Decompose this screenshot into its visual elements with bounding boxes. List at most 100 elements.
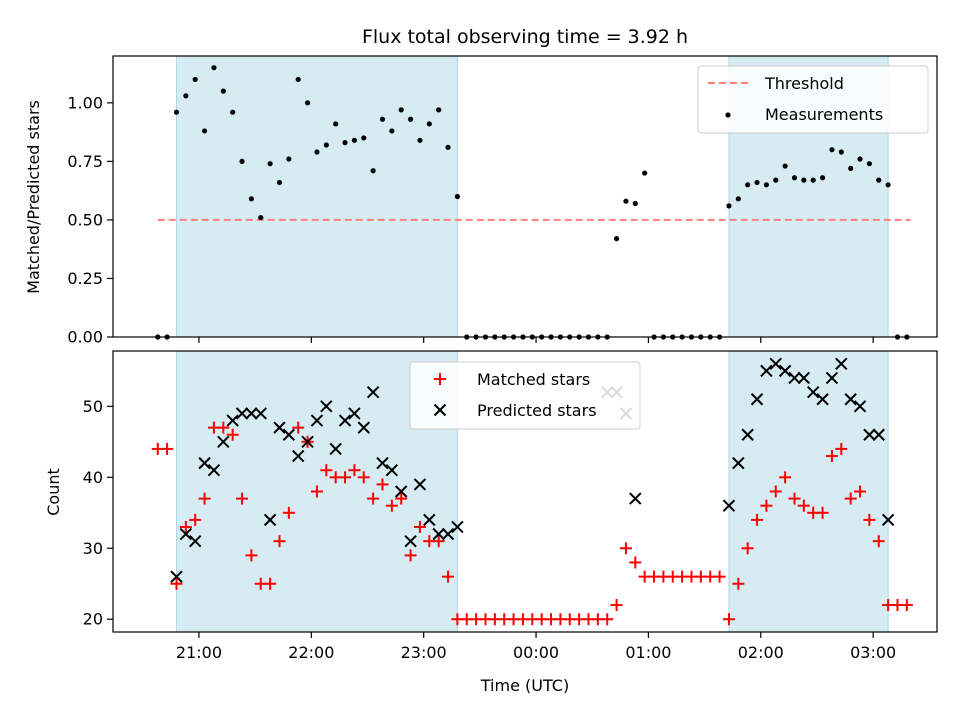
- measurement-point: [239, 158, 245, 164]
- predicted-star-point: [179, 527, 193, 541]
- legend-matched-label: Matched stars: [477, 370, 590, 389]
- measurement-point: [745, 182, 751, 188]
- predicted-star-point: [844, 393, 857, 406]
- predicted-star-point: [207, 464, 221, 477]
- measurement-point: [183, 93, 189, 99]
- predicted-star-point: [235, 407, 249, 420]
- matched-star-point: [264, 577, 277, 590]
- matched-stars-points: [151, 421, 913, 626]
- measurement-point: [436, 107, 442, 113]
- measurement-point: [613, 236, 620, 242]
- predicted-star-point: [273, 421, 286, 434]
- measurement-point: [829, 147, 835, 153]
- predicted-star-point: [198, 456, 211, 470]
- predicted-star-point: [376, 456, 389, 470]
- matched-star-point: [741, 542, 754, 555]
- measurement-point: [379, 116, 386, 122]
- predicted-star-point: [170, 570, 183, 583]
- measurement-point: [819, 175, 826, 181]
- legend-threshold-label: Threshold: [764, 74, 844, 93]
- measurement-point: [632, 200, 638, 207]
- predicted-star-point: [741, 428, 754, 441]
- predicted-star-point: [366, 385, 380, 399]
- x-tick-label: 00:00: [513, 643, 559, 662]
- legend-predicted-label: Predicted stars: [477, 401, 597, 420]
- predicted-star-point: [217, 435, 230, 449]
- matched-star-point: [629, 556, 642, 569]
- predicted-star-point: [254, 407, 267, 420]
- x-tick-label: 03:00: [850, 643, 896, 662]
- measurement-point: [398, 107, 404, 113]
- y-tick-label: 50: [83, 397, 103, 416]
- measurement-point: [342, 140, 348, 146]
- measurement-point: [754, 179, 760, 186]
- predicted-star-point: [385, 464, 399, 477]
- measurement-point: [763, 182, 769, 188]
- top-panel: Flux total observing time = 3.92 h 0.000…: [24, 26, 938, 347]
- predicted-star-point: [189, 534, 202, 548]
- measurement-point: [773, 177, 779, 183]
- x-axis-label: Time (UTC): [480, 676, 569, 695]
- x-tick-label: 22:00: [288, 643, 334, 662]
- x-tick-label: 01:00: [625, 643, 671, 662]
- measurement-point: [407, 116, 414, 122]
- predicted-star-point: [301, 435, 314, 449]
- measurement-point: [838, 149, 844, 155]
- matched-star-point: [863, 513, 876, 526]
- predicted-star-point: [825, 371, 839, 385]
- predicted-star-point: [310, 414, 324, 427]
- top-y-axis-label: Matched/Predicted stars: [24, 100, 43, 294]
- measurement-point: [857, 156, 863, 162]
- predicted-star-point: [807, 385, 820, 399]
- matched-star-point: [872, 535, 885, 548]
- y-tick-label: 1.00: [67, 93, 103, 112]
- matched-star-point: [170, 577, 183, 590]
- measurement-point: [192, 76, 198, 83]
- matched-star-point: [900, 599, 913, 612]
- predicted-star-point: [750, 393, 764, 406]
- measurement-point: [876, 177, 882, 183]
- measurement-point: [248, 196, 254, 202]
- top-legend-box: [697, 65, 929, 134]
- matched-star-point: [769, 485, 782, 498]
- matched-star-point: [310, 485, 323, 498]
- measurement-point: [389, 128, 395, 134]
- measurement-point: [866, 161, 872, 167]
- predicted-star-point: [788, 371, 801, 385]
- predicted-star-point: [292, 449, 305, 463]
- predicted-star-point: [797, 371, 811, 385]
- x-tick-label: 21:00: [176, 643, 222, 662]
- matched-star-point: [760, 499, 773, 512]
- measurement-point: [623, 198, 629, 204]
- matched-star-point: [282, 506, 295, 519]
- matched-star-point: [442, 570, 455, 583]
- predicted-star-point: [881, 513, 895, 527]
- bottom-legend-box: [409, 361, 641, 430]
- matched-star-point: [854, 485, 867, 498]
- measurement-point: [323, 142, 329, 148]
- measurement-point: [314, 149, 320, 155]
- measurement-point: [810, 177, 816, 183]
- matched-star-point: [751, 513, 764, 526]
- measurement-point: [230, 109, 236, 115]
- predicted-star-point: [629, 492, 642, 505]
- matched-star-point: [245, 549, 258, 562]
- bottom-y-ticks: 20 30 40 50: [83, 397, 113, 629]
- legend-measurements-label: Measurements: [765, 105, 883, 124]
- x-tick-label: 23:00: [401, 643, 447, 662]
- predicted-star-point: [245, 407, 258, 420]
- measurement-point: [304, 100, 311, 106]
- matched-star-point: [161, 442, 174, 455]
- matched-star-point: [722, 613, 735, 626]
- y-tick-label: 0.00: [67, 328, 103, 347]
- matched-star-point: [732, 577, 745, 590]
- measurement-point: [258, 214, 264, 221]
- predicted-star-point: [263, 513, 277, 527]
- predicted-star-point: [404, 534, 417, 548]
- measurement-point: [426, 121, 432, 127]
- measurement-point: [726, 203, 732, 209]
- measurement-point: [173, 109, 180, 115]
- matched-star-point: [601, 613, 614, 626]
- matched-star-point: [816, 506, 829, 519]
- top-y-ticks: 0.00 0.25 0.50 0.75 1.00: [67, 93, 113, 347]
